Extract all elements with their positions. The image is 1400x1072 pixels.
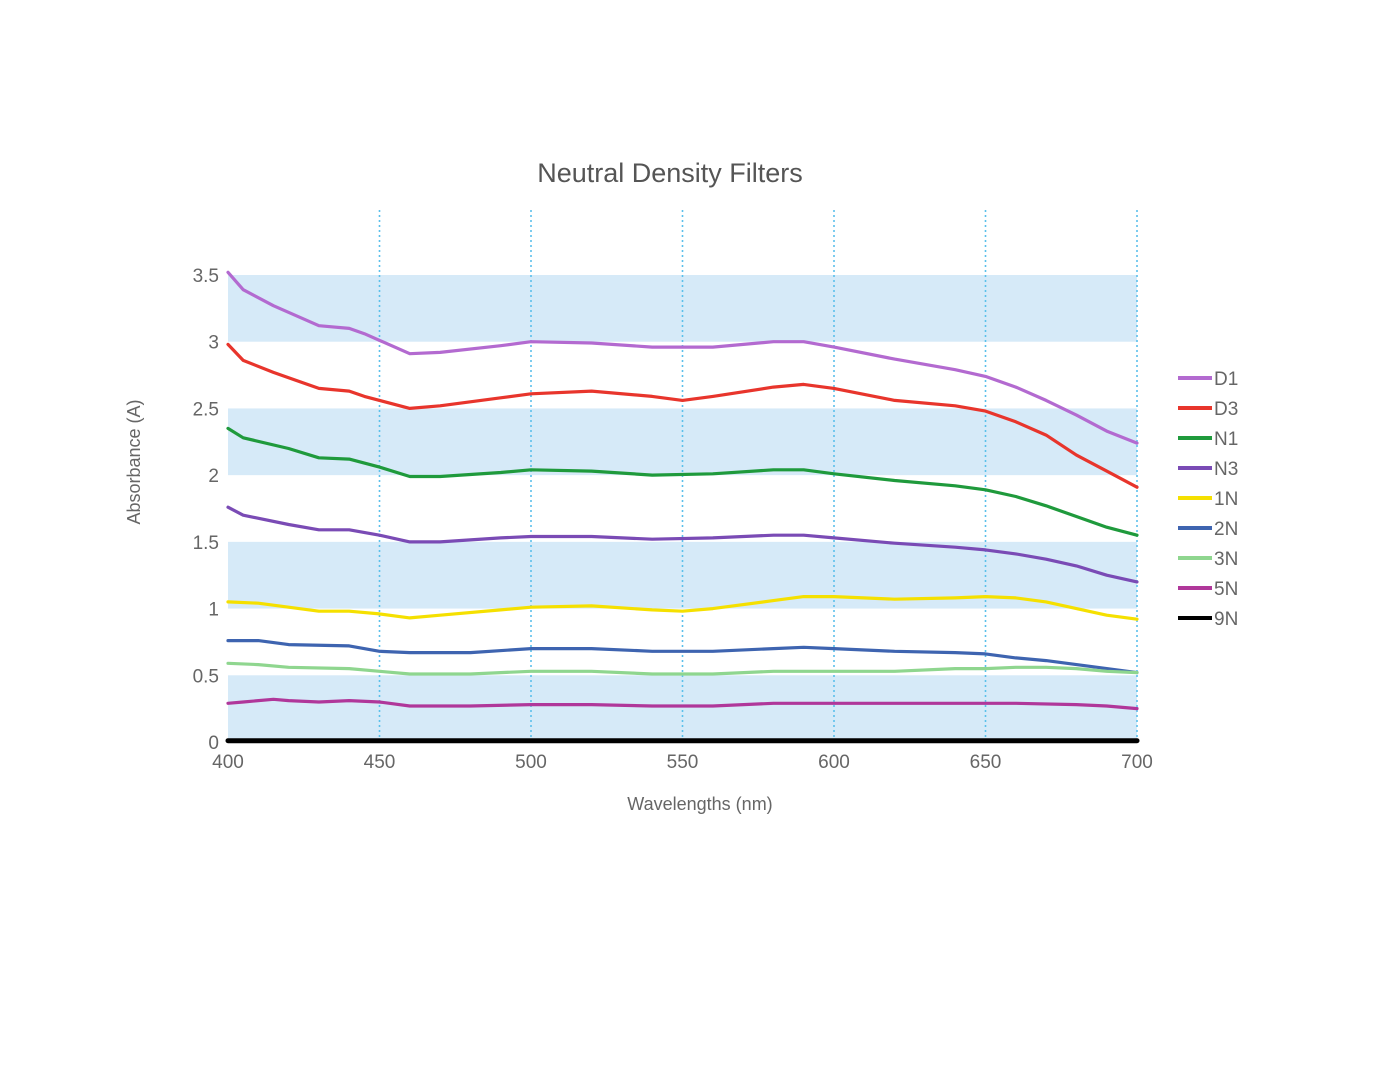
legend-item-N3[interactable]: N3 (1178, 459, 1238, 480)
x-tick-label-550: 550 (667, 752, 699, 773)
y-axis-title: Absorbance (A) (124, 399, 144, 524)
y-tick-label-1: 1 (208, 600, 219, 621)
y-tick-label-0: 0 (208, 733, 219, 754)
legend: D1 D3 N1 N3 1N 2N 3N 5N 9N (1178, 369, 1238, 630)
legend-item-9N[interactable]: 9N (1178, 609, 1238, 630)
x-tick-label-400: 400 (212, 752, 244, 773)
y-tick-label-0_5: 0.5 (193, 666, 219, 687)
x-axis-title: Wavelengths (nm) (627, 794, 772, 814)
chart-title: Neutral Density Filters (537, 158, 803, 188)
legend-item-N1[interactable]: N1 (1178, 429, 1238, 450)
x-tick-label-650: 650 (970, 752, 1002, 773)
legend-label-3N: 3N (1214, 549, 1238, 570)
legend-item-D1[interactable]: D1 (1178, 369, 1238, 390)
legend-label-5N: 5N (1214, 579, 1238, 600)
legend-label-1N: 1N (1214, 489, 1238, 510)
x-tick-label-500: 500 (515, 752, 547, 773)
y-tick-label-3_5: 3.5 (193, 266, 219, 287)
series-line-N1 (226, 426, 1139, 537)
legend-label-9N: 9N (1214, 609, 1238, 630)
series-line-5N (226, 697, 1139, 711)
x-tick-label-450: 450 (364, 752, 396, 773)
x-axis-ticks: 400 450 500 550 600 650 700 (212, 752, 1153, 773)
legend-item-3N[interactable]: 3N (1178, 549, 1238, 570)
x-tick-label-700: 700 (1121, 752, 1153, 773)
series-line-2N (226, 638, 1139, 675)
y-tick-label-2_5: 2.5 (193, 399, 219, 420)
y-tick-label-1_5: 1.5 (193, 533, 219, 554)
series-line-D1 (226, 270, 1139, 445)
series-line-3N (226, 661, 1139, 676)
x-tick-label-600: 600 (818, 752, 850, 773)
legend-item-D3[interactable]: D3 (1178, 399, 1238, 420)
series-line-1N (226, 594, 1139, 621)
legend-label-D3: D3 (1214, 399, 1238, 420)
legend-label-2N: 2N (1214, 519, 1238, 540)
series-lines (225, 270, 1140, 744)
y-axis-ticks: 0 0.5 1 1.5 2 2.5 3 3.5 (193, 266, 219, 754)
y-tick-label-3: 3 (208, 333, 219, 354)
y-tick-label-2: 2 (208, 466, 219, 487)
legend-item-5N[interactable]: 5N (1178, 579, 1238, 600)
legend-item-1N[interactable]: 1N (1178, 489, 1238, 510)
series-line-N3 (226, 505, 1139, 584)
series-line-D3 (226, 342, 1139, 489)
legend-label-N3: N3 (1214, 459, 1238, 480)
legend-item-2N[interactable]: 2N (1178, 519, 1238, 540)
legend-label-N1: N1 (1214, 429, 1238, 450)
legend-label-D1: D1 (1214, 369, 1238, 390)
